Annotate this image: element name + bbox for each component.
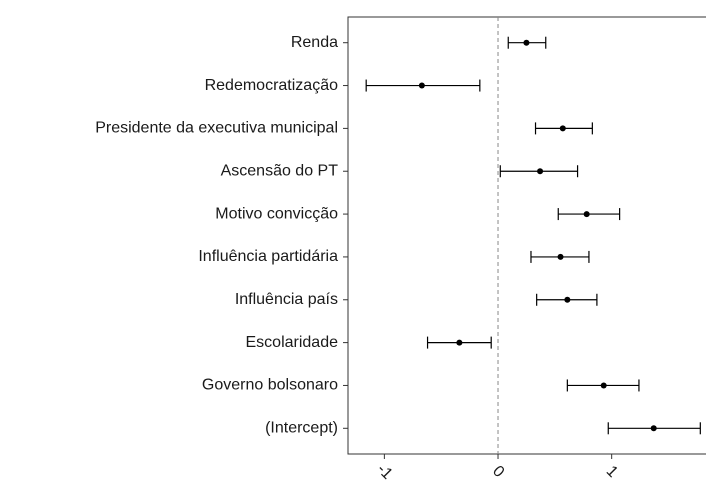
point [559,125,566,132]
point [456,339,463,346]
y-tick-label: (Intercept) [265,420,338,437]
point [583,211,590,218]
x-tick-label: 1 [603,463,621,481]
point [600,382,607,389]
point [537,168,544,175]
y-tick-label: Presidente da executiva municipal [95,120,338,137]
y-tick-label: Governo bolsonaro [202,377,338,394]
y-tick-label: Redemocratização [205,77,339,94]
point [564,296,571,303]
y-tick-label: Influência partidária [198,248,338,265]
y-tick-label: Motivo convicção [215,205,338,222]
point [650,425,657,432]
x-tick-label: 0 [489,463,507,481]
plot-panel [347,16,706,455]
y-tick-label: Influência país [235,291,338,308]
y-tick-label: Renda [291,34,338,51]
y-tick-label: Escolaridade [246,334,339,351]
x-tick-label: -1 [374,461,396,481]
y-tick-label: Ascensão do PT [221,162,339,179]
point [418,82,425,89]
point [523,39,530,46]
point [557,253,564,260]
